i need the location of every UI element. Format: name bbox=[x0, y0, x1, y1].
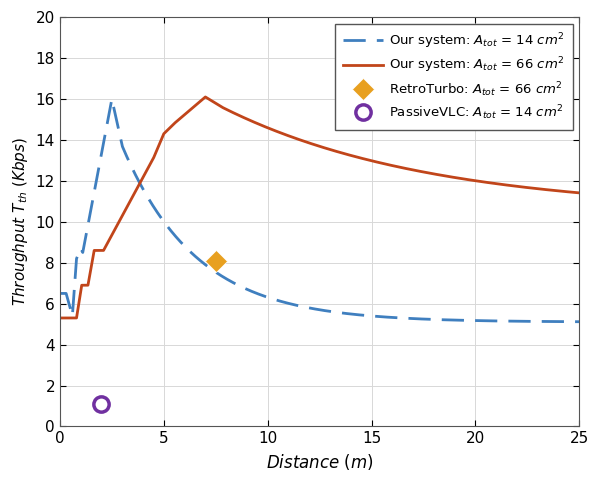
Y-axis label: Throughput $T_{th}$ $(Kbps)$: Throughput $T_{th}$ $(Kbps)$ bbox=[11, 137, 30, 306]
Our system: $A_{tot}$ = 66 $cm^2$: (10.7, 14.3): $A_{tot}$ = 66 $cm^2$: (10.7, 14.3) bbox=[278, 130, 286, 136]
Our system: $A_{tot}$ = 14 $cm^2$: (2.5, 16): $A_{tot}$ = 14 $cm^2$: (2.5, 16) bbox=[108, 96, 115, 102]
Legend: Our system: $A_{tot}$ = 14 $cm^2$, Our system: $A_{tot}$ = 66 $cm^2$, RetroTurbo: Our system: $A_{tot}$ = 14 $cm^2$, Our s… bbox=[335, 24, 572, 130]
Our system: $A_{tot}$ = 14 $cm^2$: (4.34, 11): $A_{tot}$ = 14 $cm^2$: (4.34, 11) bbox=[146, 199, 154, 204]
Our system: $A_{tot}$ = 14 $cm^2$: (25, 5.12): $A_{tot}$ = 14 $cm^2$: (25, 5.12) bbox=[575, 319, 583, 325]
Our system: $A_{tot}$ = 14 $cm^2$: (0, 6.5): $A_{tot}$ = 14 $cm^2$: (0, 6.5) bbox=[56, 291, 64, 297]
Our system: $A_{tot}$ = 14 $cm^2$: (24.5, 5.12): $A_{tot}$ = 14 $cm^2$: (24.5, 5.12) bbox=[566, 319, 573, 325]
Our system: $A_{tot}$ = 66 $cm^2$: (21.8, 11.8): $A_{tot}$ = 66 $cm^2$: (21.8, 11.8) bbox=[509, 183, 517, 189]
Our system: $A_{tot}$ = 66 $cm^2$: (0, 5.3): $A_{tot}$ = 66 $cm^2$: (0, 5.3) bbox=[56, 315, 64, 321]
Our system: $A_{tot}$ = 14 $cm^2$: (21.8, 5.14): $A_{tot}$ = 14 $cm^2$: (21.8, 5.14) bbox=[509, 318, 517, 324]
Our system: $A_{tot}$ = 14 $cm^2$: (9.59, 6.46): $A_{tot}$ = 14 $cm^2$: (9.59, 6.46) bbox=[256, 291, 263, 297]
Our system: $A_{tot}$ = 66 $cm^2$: (25, 11.4): $A_{tot}$ = 66 $cm^2$: (25, 11.4) bbox=[575, 190, 583, 196]
X-axis label: Distance $(m)$: Distance $(m)$ bbox=[266, 452, 373, 472]
Our system: $A_{tot}$ = 14 $cm^2$: (2.86, 14.3): $A_{tot}$ = 14 $cm^2$: (2.86, 14.3) bbox=[116, 130, 123, 136]
Our system: $A_{tot}$ = 66 $cm^2$: (7, 16.1): $A_{tot}$ = 66 $cm^2$: (7, 16.1) bbox=[202, 94, 209, 100]
Line: Our system: $A_{tot}$ = 66 $cm^2$: Our system: $A_{tot}$ = 66 $cm^2$ bbox=[60, 97, 579, 318]
Line: Our system: $A_{tot}$ = 14 $cm^2$: Our system: $A_{tot}$ = 14 $cm^2$ bbox=[60, 99, 579, 322]
Our system: $A_{tot}$ = 66 $cm^2$: (24.5, 11.5): $A_{tot}$ = 66 $cm^2$: (24.5, 11.5) bbox=[566, 189, 573, 195]
Our system: $A_{tot}$ = 66 $cm^2$: (2.85, 10): $A_{tot}$ = 66 $cm^2$: (2.85, 10) bbox=[116, 219, 123, 225]
Our system: $A_{tot}$ = 14 $cm^2$: (10.7, 6.1): $A_{tot}$ = 14 $cm^2$: (10.7, 6.1) bbox=[278, 298, 286, 304]
Our system: $A_{tot}$ = 66 $cm^2$: (9.59, 14.8): $A_{tot}$ = 66 $cm^2$: (9.59, 14.8) bbox=[256, 121, 263, 127]
Our system: $A_{tot}$ = 66 $cm^2$: (4.33, 12.8): $A_{tot}$ = 66 $cm^2$: (4.33, 12.8) bbox=[146, 162, 154, 168]
